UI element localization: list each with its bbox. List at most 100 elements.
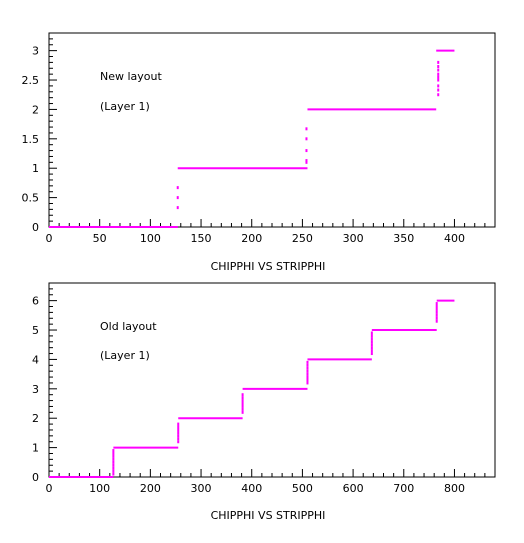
data-point [177, 422, 180, 426]
data-point [435, 305, 438, 309]
x-tick-label: 350 [393, 232, 414, 245]
data-point [370, 340, 373, 344]
data-point [177, 437, 180, 441]
data-point [437, 88, 440, 92]
data-point [306, 378, 309, 382]
data-point [435, 310, 438, 314]
data-point [435, 313, 438, 317]
data-point [435, 319, 438, 323]
data-point [112, 466, 115, 470]
data-point [370, 334, 373, 338]
x-tick-label: 300 [343, 232, 364, 245]
data-point [437, 65, 440, 69]
data-point [241, 402, 244, 406]
data-point [241, 396, 244, 400]
data-point [437, 75, 440, 79]
data-point [241, 404, 244, 408]
x-tick-label: 250 [292, 232, 313, 245]
data-point [112, 454, 115, 458]
data-point [370, 349, 373, 353]
data-point [306, 369, 309, 373]
x-tick-label: 0 [46, 232, 53, 245]
data-point [437, 60, 440, 64]
data-point [306, 381, 309, 385]
data-point [306, 363, 309, 367]
x-tick-label: 150 [191, 232, 212, 245]
data-point [370, 343, 373, 347]
data-point [112, 451, 115, 455]
y-tick-label: 0 [32, 221, 39, 234]
data-point [177, 431, 180, 435]
plot-frame [48, 32, 496, 228]
data-point [176, 186, 179, 190]
data-point [437, 84, 440, 88]
data-point [112, 472, 115, 476]
data-point [437, 72, 440, 76]
data-point [305, 149, 308, 153]
data-point [305, 159, 308, 163]
y-tick-label: 2 [32, 412, 39, 425]
y-tick-label: 5 [32, 324, 39, 337]
y-tick-label: 2 [32, 103, 39, 116]
x-tick-label: 400 [241, 482, 262, 495]
data-point [306, 372, 309, 376]
data-point [370, 337, 373, 341]
data-point [305, 127, 308, 131]
x-tick-label: 800 [444, 482, 465, 495]
data-point [177, 428, 180, 432]
x-tick-label: 200 [140, 482, 161, 495]
y-tick-label: 6 [32, 295, 39, 308]
data-point [435, 302, 438, 306]
data-point [112, 469, 115, 473]
data-point [176, 196, 179, 200]
data-point [370, 352, 373, 356]
data-point [177, 425, 180, 429]
data-point [112, 463, 115, 467]
y-tick-label: 0.5 [22, 192, 40, 205]
chart-panel-old-layout: Old layout (Layer 1) CHIPPHI VS STRIPPHI… [32, 282, 496, 522]
data-point [305, 160, 308, 164]
y-tick-label: 4 [32, 353, 39, 366]
y-tick-label: 0 [32, 471, 39, 484]
annotation-layout: Old layout [100, 320, 157, 333]
x-axis-label: CHIPPHI VS STRIPPHI [211, 260, 326, 273]
data-point [241, 410, 244, 414]
data-point [437, 68, 440, 72]
x-tick-label: 500 [292, 482, 313, 495]
x-tick-label: 700 [393, 482, 414, 495]
y-tick-label: 1 [32, 442, 39, 455]
y-tick-label: 3 [32, 383, 39, 396]
data-point [112, 457, 115, 461]
data-point [305, 137, 308, 141]
y-tick-label: 1.5 [22, 133, 40, 146]
x-tick-label: 50 [93, 232, 107, 245]
data-point [112, 449, 115, 453]
data-point [306, 375, 309, 379]
data-point [437, 78, 440, 82]
data-point [306, 366, 309, 370]
x-tick-label: 200 [241, 232, 262, 245]
data-point [112, 460, 115, 464]
data-point [176, 206, 179, 210]
x-tick-label: 100 [89, 482, 110, 495]
data-point [177, 434, 180, 438]
x-tick-label: 300 [191, 482, 212, 495]
x-tick-label: 600 [343, 482, 364, 495]
data-point [437, 93, 440, 97]
x-tick-label: 400 [444, 232, 465, 245]
annotation-layout: New layout [100, 70, 162, 83]
y-tick-label: 1 [32, 162, 39, 175]
y-tick-label: 2.5 [22, 74, 40, 87]
data-point [435, 316, 438, 320]
data-point [241, 407, 244, 411]
chart-panel-new-layout: New layout (Layer 1) CHIPPHI VS STRIPPHI… [22, 32, 496, 273]
data-point [241, 393, 244, 397]
x-tick-label: 100 [140, 232, 161, 245]
y-tick-label: 3 [32, 45, 39, 58]
data-point [370, 346, 373, 350]
x-tick-label: 0 [46, 482, 53, 495]
data-point [241, 399, 244, 403]
x-axis-label: CHIPPHI VS STRIPPHI [211, 509, 326, 522]
data-point [177, 440, 180, 444]
